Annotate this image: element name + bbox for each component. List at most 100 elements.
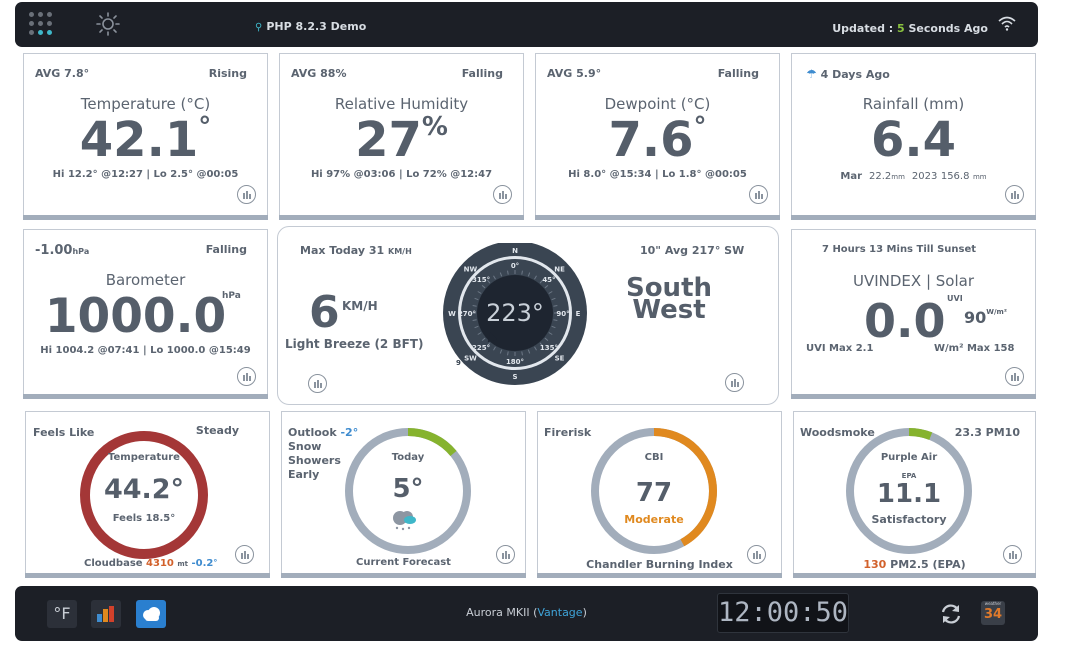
uv-title: UVINDEX | Solar [852,272,974,290]
humidity-trend: Falling [461,67,503,80]
wind-small-value: 9 ◂◂◂ [456,359,474,367]
barometer-card: -1.00hPa Falling Barometer 1000.0 hPa Hi… [23,229,268,399]
dewpoint-value: 7.6° [608,112,707,168]
temperature-avg: AVG 7.8° [35,67,90,80]
solar-value: 90W/m² [964,308,1007,327]
humidity-hilo: Hi 97% @03:06 | Lo 72% @12:47 [310,169,493,180]
temperature-trend: Rising [208,67,247,80]
calendar-icon[interactable]: weather 34 [981,601,1005,625]
temperature-title: Temperature (°C) [80,95,211,113]
compass-degree-label: 0° [511,262,519,270]
temperature-card: AVG 7.8° Rising Temperature (°C) 42.1° H… [23,53,268,220]
chart-icon[interactable] [1005,185,1024,204]
theme-sun-icon[interactable] [95,11,121,37]
woodsmoke-value: 11.1 [876,479,942,509]
barometer-unit: hPa [222,291,241,301]
sunset-countdown: 7 Hours 13 Mins Till Sunset [822,244,977,255]
compass-point-e: E [576,310,581,318]
chart-icon[interactable] [725,373,744,392]
feelslike-trend: Steady [195,424,239,437]
station-model: Aurora MKII (Vantage) [466,606,587,619]
woodsmoke-ring [846,428,972,554]
cloudbase: Cloudbase 4310 mt -0.2° [84,558,218,569]
dewpoint-card: AVG 5.9° Falling Dewpoint (°C) 7.6° Hi 8… [535,53,780,220]
temperature-value: 42.1° [79,112,212,168]
woodsmoke-label: Woodsmoke [800,426,875,439]
feelslike-inner-label: Temperature [108,452,180,463]
chart-icon[interactable] [1005,367,1024,386]
wind-max-today: Max Today 31 KM/H [300,244,412,257]
humidity-value: 27% [355,112,448,168]
chart-icon[interactable] [493,185,512,204]
compass-point-se: SE [555,355,565,363]
compass-point-sw: SW [464,355,477,363]
chart-icon[interactable] [308,374,327,393]
forecast-card: Outlook -2° Snow Showers Early Today 5° … [281,411,526,578]
barometer-value: 1000.0 [44,289,227,344]
chart-icon[interactable] [496,545,515,564]
station-location: ⚲ PHP 8.2.3 Demo [255,20,367,33]
compass-degree-label: 225° [472,344,490,352]
menu-grid-icon[interactable] [29,12,53,36]
chart-icon[interactable] [1003,545,1022,564]
solar-max: W/m² Max 158 [934,343,1015,354]
firerisk-footer: Chandler Burning Index [586,558,733,571]
rainfall-title: Rainfall (mm) [862,95,965,113]
forecast-inner-label: Today [391,452,425,463]
forecast-value: 5° [392,474,424,504]
humidity-avg: AVG 88% [291,67,347,80]
uvi-label: UVI [947,294,963,303]
firerisk-ring [591,428,717,554]
chart-icon[interactable] [235,545,254,564]
compass-degree-label: 135° [540,344,558,352]
compass-degree-label: 45° [542,276,555,284]
rainfall-last: ☂ 4 Days Ago [806,67,890,81]
compass-point-s: S [512,373,517,381]
weather-app-button[interactable] [136,600,166,628]
snow-showers-icon [393,511,416,531]
compass-point-ne: NE [554,265,565,273]
chart-icon[interactable] [237,185,256,204]
wind-speed: 6 [309,287,340,338]
firerisk-level: Moderate [624,513,684,526]
forecast-footer: Current Forecast [356,557,451,568]
compass-point-w: W [448,310,456,318]
wind-10min-avg: 10" Avg 217° SW [640,244,745,257]
feelslike-label: Feels Like [33,426,95,439]
refresh-icon[interactable] [939,602,963,626]
chart-icon[interactable] [749,185,768,204]
forecast-ring [345,428,471,554]
bar-chart-icon [97,606,114,622]
feelslike-ring [80,431,208,559]
charts-button[interactable] [91,600,121,628]
uv-solar-card: 7 Hours 13 Mins Till Sunset UVINDEX | So… [791,229,1036,399]
wind-direction-pointer [487,332,498,343]
wind-direction-degrees: 223° [486,299,544,327]
uvi-value: 0.0 [864,294,946,348]
unit-toggle-button[interactable]: °F [47,600,77,628]
barometer-hilo: Hi 1004.2 @07:41 | Lo 1000.0 @15:49 [40,345,251,356]
woodsmoke-epa-label: EPA [901,472,917,480]
firerisk-inner-label: CBI [644,452,664,463]
woodsmoke-pm25: 130 PM2.5 (EPA) [863,558,966,571]
compass-degree-label: 270° [458,310,476,318]
updated-status: Updated : 5 Seconds Ago [832,22,988,35]
compass-degree-label: 90° [556,310,569,318]
wind-compass: N NE E SE S SW W NW 0° 45° 90° 135° 180° 225° 270° 315°… [443,243,587,385]
firerisk-value: 77 [635,478,673,508]
chart-icon[interactable] [237,367,256,386]
location-pin-icon: ⚲ [255,22,263,33]
forecast-outlook: Outlook -2° [288,426,359,439]
wind-description: Light Breeze (2 BFT) [285,337,424,351]
compass-point-n: N [512,247,518,255]
humidity-card: AVG 88% Falling Relative Humidity 27% Hi… [279,53,524,220]
forecast-outlook-text: Snow Showers Early [288,440,341,481]
barometer-title: Barometer [105,271,186,289]
firerisk-card: Firerisk CBI 77 Moderate Chandler Burnin… [537,411,782,578]
woodsmoke-level: Satisfactory [871,513,947,526]
rainfall-card: ☂ 4 Days Ago Rainfall (mm) 6.4 Mar 22.2m… [791,53,1036,220]
feelslike-feels: Feels 18.5° [112,513,176,524]
compass-point-nw: NW [464,265,478,273]
chart-icon[interactable] [747,545,766,564]
woodsmoke-inner-label: Purple Air [880,452,938,463]
